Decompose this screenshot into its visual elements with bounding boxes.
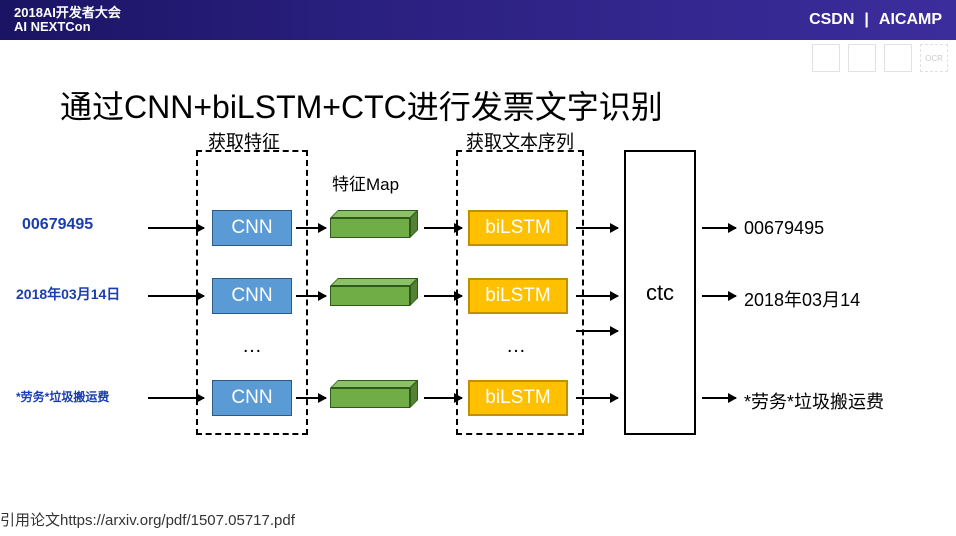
ellipsis-cnn: … [242, 335, 262, 358]
watermark-toolbar: OCR [812, 44, 948, 72]
arrow-feat-lstm-2 [424, 295, 462, 297]
bilstm-box-2: biLSTM [468, 278, 568, 314]
arrow-lstm-ctc-mid [576, 330, 618, 332]
feature-map-label: 特征Map [332, 170, 399, 195]
arrow-ctc-out-1 [702, 227, 736, 229]
input-row1: 00679495 [22, 216, 93, 234]
toolbar-icon-2 [848, 44, 876, 72]
arrow-lstm-ctc-3 [576, 397, 618, 399]
input-row2: 2018年03月14日 [16, 284, 120, 304]
arrow-cnn-feat-2 [296, 295, 326, 297]
header-line2: AI NEXTCon [14, 20, 121, 34]
arrow-in-cnn-1 [148, 227, 204, 229]
toolbar-icon-3 [884, 44, 912, 72]
arrow-cnn-feat-3 [296, 397, 326, 399]
feature-block-1 [330, 210, 420, 232]
bilstm-box-3: biLSTM [468, 380, 568, 416]
cnn-box-2: CNN [212, 278, 292, 314]
arrow-feat-lstm-3 [424, 397, 462, 399]
arrow-ctc-out-3 [702, 397, 736, 399]
output-row1: 00679495 [744, 218, 824, 239]
arrow-in-cnn-2 [148, 295, 204, 297]
cnn-box-3: CNN [212, 380, 292, 416]
feature-block-3 [330, 380, 420, 402]
arrow-feat-lstm-1 [424, 227, 462, 229]
output-row2: 2018年03月14 [744, 286, 860, 312]
arrow-lstm-ctc-2 [576, 295, 618, 297]
header-logos: CSDN | AICAMP [809, 11, 942, 29]
ctc-box: ctc [624, 150, 696, 435]
toolbar-icon-1 [812, 44, 840, 72]
arrow-in-cnn-3 [148, 397, 204, 399]
logo-csdn: CSDN [809, 11, 854, 29]
input-row3: *劳务*垃圾搬运费 [16, 388, 109, 405]
feature-block-2 [330, 278, 420, 300]
ellipsis-lstm: … [506, 335, 526, 358]
toolbar-ocr-icon: OCR [920, 44, 948, 72]
header-line1: 2018AI开发者大会 [14, 6, 121, 20]
output-row3: *劳务*垃圾搬运费 [744, 388, 884, 414]
arrow-ctc-out-2 [702, 295, 736, 297]
arrow-lstm-ctc-1 [576, 227, 618, 229]
arrow-cnn-feat-1 [296, 227, 326, 229]
logo-aicamp: AICAMP [879, 11, 942, 29]
slide-title: 通过CNN+biLSTM+CTC进行发票文字识别 [60, 82, 663, 128]
slide-header: 2018AI开发者大会 AI NEXTCon CSDN | AICAMP [0, 0, 956, 40]
logo-divider: | [864, 11, 868, 29]
ocr-label: OCR [925, 54, 943, 63]
header-title-block: 2018AI开发者大会 AI NEXTCon [14, 6, 121, 35]
citation-text: 引用论文https://arxiv.org/pdf/1507.05717.pdf [0, 509, 295, 530]
ctc-label: ctc [646, 280, 674, 306]
cnn-box-1: CNN [212, 210, 292, 246]
bilstm-box-1: biLSTM [468, 210, 568, 246]
